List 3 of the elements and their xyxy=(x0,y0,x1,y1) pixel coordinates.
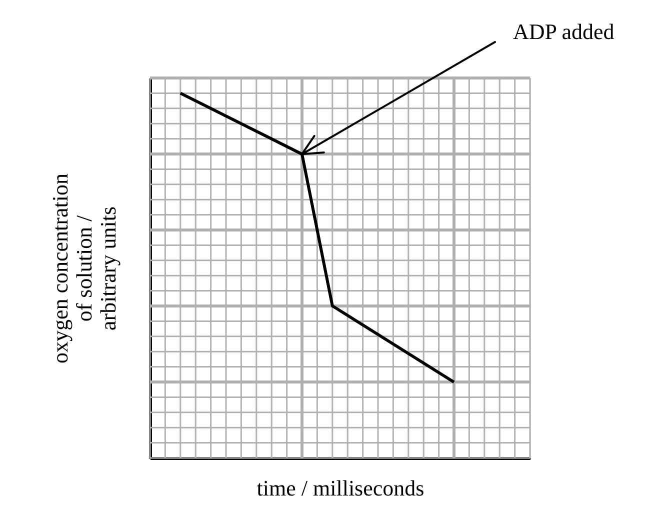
y-axis-title: oxygen concentration of solution / arbitrary units xyxy=(48,174,120,364)
text: ADP added xyxy=(513,19,614,44)
x-axis-title: time / milliseconds xyxy=(256,476,424,500)
